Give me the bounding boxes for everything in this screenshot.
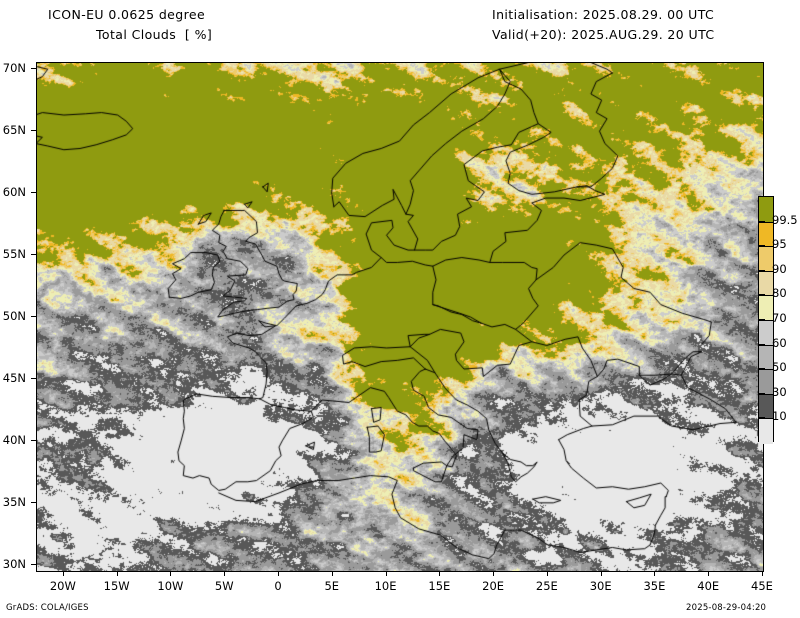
colorbar-label: 80 [772, 286, 787, 301]
colorbar-label: 60 [772, 335, 787, 350]
colorbar-separator [759, 344, 773, 346]
colorbar-separator [759, 320, 773, 321]
longitude-label: 5W [214, 579, 234, 593]
longitude-label: 15W [103, 579, 130, 593]
latitude-label: 50N [2, 309, 26, 323]
latitude-tick [31, 377, 36, 379]
colorbar-tick [758, 269, 765, 271]
colorbar-band [759, 197, 773, 223]
longitude-tick [385, 571, 387, 576]
colorbar-separator [759, 270, 773, 272]
longitude-label: 25E [535, 579, 558, 593]
colorbar-tick [758, 392, 765, 394]
colorbar-separator [759, 295, 773, 297]
longitude-tick [600, 571, 602, 576]
colorbar-separator [759, 393, 773, 395]
latitude-label: 70N [2, 61, 26, 76]
colorbar-band [759, 344, 773, 370]
latitude-tick [31, 254, 36, 256]
latitude-tick [31, 130, 36, 132]
longitude-tick [278, 571, 279, 576]
longitude-tick [493, 571, 495, 576]
longitude-label: 45E [751, 579, 773, 593]
latitude-label: 55N [2, 247, 26, 262]
colorbar-tick [758, 343, 765, 345]
longitude-label: 40E [697, 579, 720, 593]
longitude-tick [170, 571, 172, 576]
longitude-label: 20E [482, 579, 505, 593]
latitude-tick [31, 501, 36, 503]
latitude-label: 45N [2, 370, 26, 385]
cloud-cover-heatmap [37, 63, 763, 571]
header-model-title: ICON-EU 0.0625 degree [48, 7, 206, 22]
latitude-tick [31, 563, 36, 565]
colorbar-separator [759, 418, 773, 420]
longitude-label: 20W [49, 579, 76, 593]
header-initialisation: Initialisation: 2025.08.29. 00 UTC [492, 7, 715, 22]
colorbar-tick [758, 245, 765, 247]
longitude-label: 10E [374, 579, 397, 593]
longitude-label: 10W [157, 579, 184, 593]
longitude-label: 5E [324, 579, 340, 593]
longitude-tick [224, 571, 226, 576]
latitude-tick [31, 192, 36, 194]
header-valid-time: Valid(+20): 2025.AUG.29. 20 UTC [492, 27, 715, 42]
colorbar-label: 99.5 [772, 212, 798, 227]
longitude-label: 30E [589, 579, 612, 593]
latitude-label: 40N [2, 432, 26, 447]
colorbar-separator [759, 369, 773, 371]
colorbar-band [759, 221, 773, 247]
longitude-tick [546, 571, 548, 576]
colorbar-label: 70 [772, 311, 787, 325]
latitude-tick [31, 439, 36, 441]
longitude-tick [654, 571, 656, 576]
longitude-tick [439, 571, 441, 576]
colorbar-tick [758, 417, 765, 419]
longitude-label: 35E [643, 579, 666, 593]
footer-credit: GrADS: COLA/IGES [6, 603, 89, 613]
colorbar-label: 95 [772, 237, 787, 252]
colorbar-band [759, 295, 773, 321]
longitude-tick [116, 571, 118, 576]
latitude-label: 30N [2, 556, 26, 571]
colorbar-band [759, 320, 773, 346]
colorbar-band [759, 270, 773, 296]
colorbar-tick [758, 319, 765, 320]
longitude-tick [708, 571, 710, 576]
latitude-tick [31, 316, 36, 317]
longitude-tick [62, 571, 64, 576]
map-plot-area[interactable] [36, 62, 764, 572]
colorbar-label: 90 [772, 261, 787, 276]
colorbar-separator [759, 221, 773, 223]
colorbar-label: 10 [772, 409, 787, 424]
colorbar-label: 30 [772, 384, 787, 399]
longitude-label: 0 [274, 579, 282, 593]
colorbar-tick [758, 220, 765, 222]
colorbar-tick [758, 294, 765, 296]
latitude-label: 35N [2, 494, 26, 509]
colorbar-band [759, 369, 773, 395]
colorbar-band [759, 246, 773, 272]
colorbar-separator [759, 246, 773, 248]
latitude-label: 65N [2, 123, 26, 138]
colorbar-label: 50 [772, 360, 787, 375]
longitude-tick [762, 571, 763, 576]
longitude-tick [331, 571, 333, 576]
longitude-label: 15E [428, 579, 451, 593]
colorbar-band [759, 418, 773, 444]
header-field-title: Total Clouds [ %] [96, 27, 213, 42]
footer-timestamp: 2025-08-29-04:20 [686, 603, 767, 613]
colorbar-tick [758, 368, 765, 370]
latitude-label: 60N [2, 185, 26, 200]
latitude-tick [31, 68, 36, 70]
colorbar-band [759, 393, 773, 419]
